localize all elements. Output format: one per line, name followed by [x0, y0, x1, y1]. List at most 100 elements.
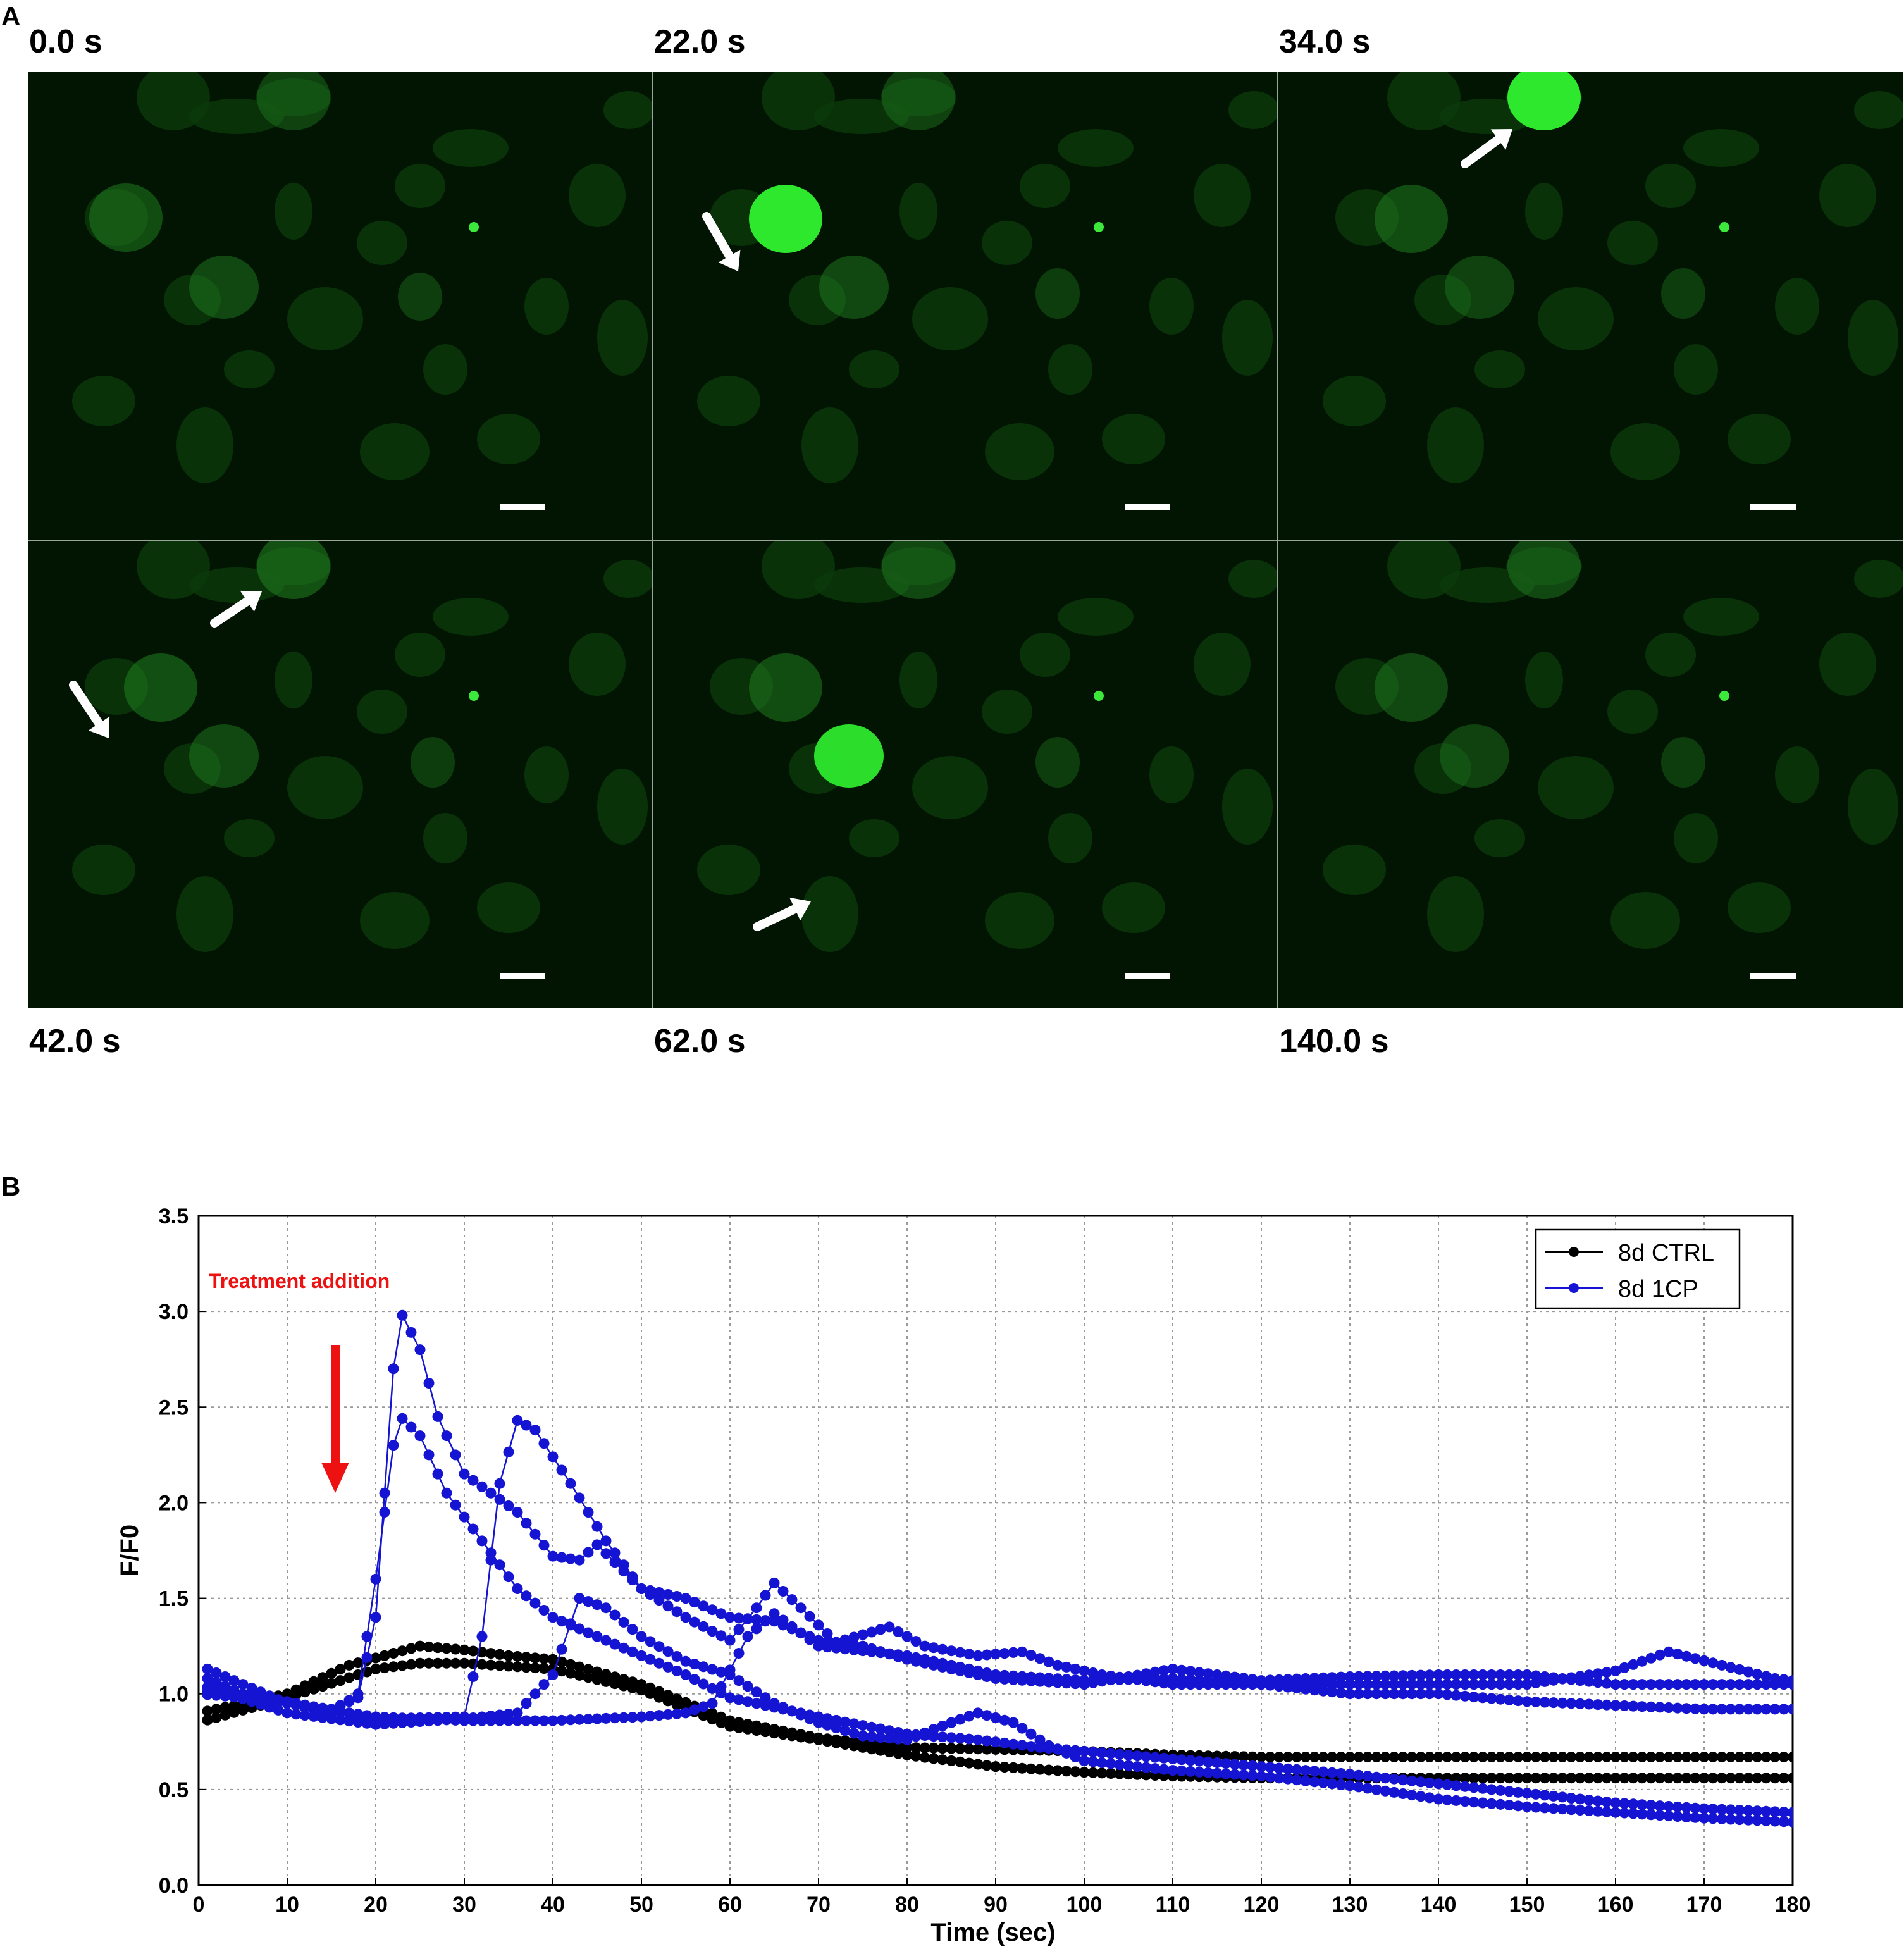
- data-point: [653, 1710, 665, 1721]
- data-point: [822, 1733, 833, 1745]
- data-point: [1468, 1669, 1480, 1680]
- data-point: [388, 1440, 399, 1451]
- data-point: [1645, 1652, 1657, 1664]
- data-point: [1566, 1804, 1577, 1816]
- data-point: [1707, 1679, 1719, 1690]
- data-point: [981, 1710, 992, 1721]
- data-point: [441, 1643, 452, 1654]
- data-point: [1326, 1672, 1338, 1683]
- data-point: [1256, 1752, 1267, 1762]
- data-point: [370, 1612, 381, 1623]
- data-point: [343, 1716, 355, 1727]
- data-point: [1433, 1679, 1444, 1690]
- scale-bar: [500, 504, 545, 510]
- data-point: [689, 1616, 700, 1628]
- data-point: [1716, 1679, 1728, 1690]
- data-point: [1318, 1685, 1329, 1697]
- data-point: [1574, 1698, 1586, 1709]
- data-point: [609, 1712, 621, 1724]
- y-tick-label: 2.0: [159, 1491, 189, 1515]
- data-point: [1167, 1663, 1178, 1674]
- data-point: [1752, 1704, 1763, 1715]
- data-point: [1273, 1681, 1285, 1692]
- data-point: [848, 1631, 860, 1643]
- data-point: [1725, 1814, 1736, 1825]
- data-point: [1521, 1669, 1533, 1680]
- data-point: [1397, 1788, 1409, 1799]
- data-point: [1654, 1679, 1666, 1690]
- data-point: [990, 1743, 1001, 1755]
- data-point: [1530, 1752, 1542, 1762]
- data-point: [1734, 1679, 1745, 1690]
- data-point: [1105, 1768, 1116, 1779]
- data-point: [459, 1511, 470, 1523]
- data-point: [1202, 1675, 1214, 1686]
- data-point: [237, 1691, 249, 1702]
- y-axis-label: F/F0: [116, 1525, 144, 1576]
- data-point: [742, 1613, 753, 1624]
- data-point: [1592, 1699, 1604, 1711]
- data-point: [1176, 1673, 1187, 1685]
- data-point: [777, 1702, 789, 1713]
- data-point: [1025, 1671, 1037, 1683]
- data-point: [1752, 1773, 1763, 1784]
- data-point: [1716, 1804, 1728, 1815]
- data-point: [1105, 1674, 1116, 1686]
- data-point: [1220, 1768, 1232, 1779]
- frame-image: [28, 72, 652, 540]
- data-point: [1468, 1797, 1480, 1808]
- data-point: [326, 1667, 337, 1679]
- data-point: [1141, 1673, 1152, 1685]
- data-point: [1610, 1700, 1621, 1711]
- data-point: [1681, 1679, 1692, 1690]
- data-point: [1504, 1786, 1515, 1797]
- x-tick-label: 160: [1598, 1893, 1634, 1917]
- data-point: [689, 1704, 700, 1716]
- data-point: [476, 1535, 488, 1547]
- x-tick-label: 170: [1686, 1893, 1722, 1917]
- data-point: [1388, 1679, 1400, 1690]
- data-point: [671, 1693, 683, 1705]
- data-point: [1787, 1816, 1793, 1828]
- data-point: [1388, 1670, 1400, 1681]
- data-point: [538, 1715, 550, 1726]
- data-point: [618, 1674, 629, 1685]
- data-point: [1424, 1752, 1435, 1762]
- data-point: [1636, 1701, 1648, 1712]
- data-point: [237, 1679, 249, 1690]
- data-point: [1512, 1752, 1524, 1762]
- data-point: [1663, 1752, 1674, 1762]
- data-point: [1433, 1669, 1444, 1680]
- data-point: [1539, 1752, 1550, 1762]
- data-point: [574, 1714, 585, 1725]
- data-point: [547, 1669, 559, 1680]
- data-point: [627, 1712, 638, 1723]
- data-point: [848, 1736, 860, 1747]
- data-point: [742, 1696, 753, 1707]
- data-point: [1769, 1679, 1781, 1690]
- data-point: [769, 1724, 780, 1735]
- data-point: [1114, 1768, 1125, 1779]
- data-point: [1628, 1752, 1639, 1762]
- data-point: [1380, 1785, 1391, 1797]
- data-point: [1557, 1773, 1568, 1784]
- data-point: [1521, 1696, 1533, 1707]
- series-8d-1cp: [202, 1593, 1793, 1828]
- data-point: [352, 1717, 364, 1728]
- data-point: [751, 1698, 762, 1709]
- data-point: [662, 1709, 674, 1720]
- data-point: [1326, 1686, 1338, 1698]
- scale-bar: [500, 973, 545, 979]
- data-point: [724, 1664, 736, 1676]
- data-point: [476, 1631, 488, 1642]
- data-point: [1362, 1771, 1373, 1782]
- data-point: [1681, 1773, 1692, 1784]
- data-point: [1725, 1752, 1736, 1762]
- frame-image: [1278, 541, 1903, 1008]
- data-point: [326, 1704, 337, 1716]
- data-point: [1034, 1672, 1046, 1683]
- data-point: [1716, 1704, 1728, 1715]
- data-point: [1442, 1669, 1453, 1680]
- data-point: [343, 1659, 355, 1671]
- data-point: [760, 1692, 771, 1704]
